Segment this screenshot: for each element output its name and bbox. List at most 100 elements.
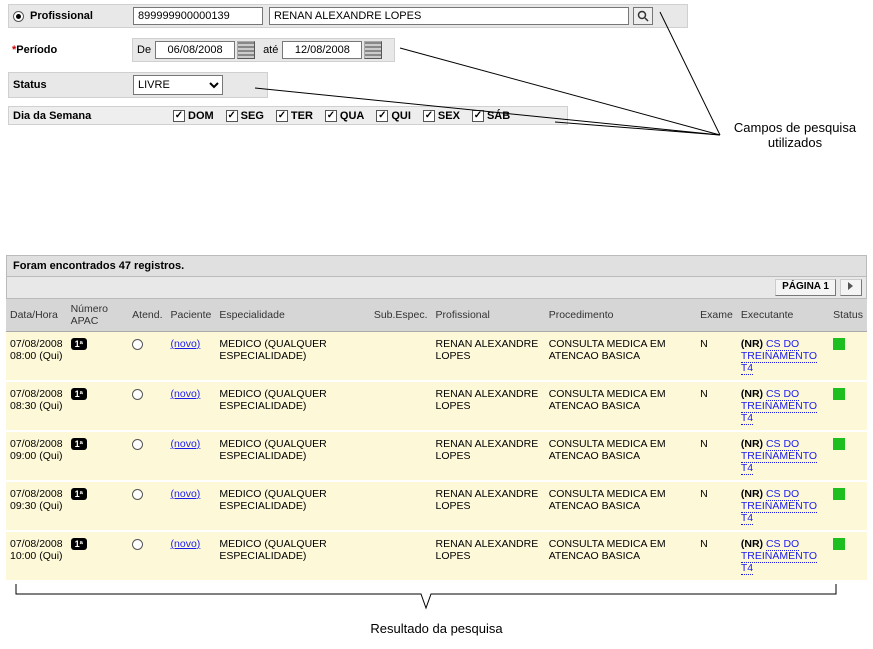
status-indicator [833, 538, 845, 550]
day-checkbox-dom[interactable]: ✓DOM [173, 110, 214, 122]
status-indicator [833, 388, 845, 400]
day-checkbox-ter[interactable]: ✓TER [276, 110, 313, 122]
status-indicator [833, 438, 845, 450]
col-header: Sub.Espec. [370, 299, 432, 332]
periodo-ate-label: até [263, 44, 278, 56]
cell-exame: N [696, 381, 737, 431]
bottom-brace [6, 582, 846, 612]
profissional-code-input[interactable] [133, 7, 263, 25]
cell-procedimento: CONSULTA MEDICA EM ATENCAO BASICA [545, 531, 696, 581]
date-to-input[interactable] [282, 41, 362, 59]
status-select[interactable]: LIVRE [133, 75, 223, 95]
cell-datetime: 07/08/200809:00 (Qui) [6, 431, 67, 481]
periodo-label: *Período [12, 44, 132, 56]
status-label: Status [13, 79, 133, 91]
cell-exame: N [696, 332, 737, 382]
filter-profissional-row: Profissional [8, 4, 688, 28]
cell-status [829, 381, 867, 431]
cell-executante[interactable]: (NR) CS DOTREINAMENTO T4 [737, 531, 829, 581]
results-count: Foram encontrados 47 registros. [6, 255, 867, 277]
badge-1a: 1ª [71, 388, 87, 400]
badge-1a: 1ª [71, 338, 87, 350]
cell-paciente[interactable]: (novo) [167, 481, 216, 531]
cell-procedimento: CONSULTA MEDICA EM ATENCAO BASICA [545, 332, 696, 382]
cell-executante[interactable]: (NR) CS DOTREINAMENTO T4 [737, 332, 829, 382]
cell-subesp [370, 431, 432, 481]
calendar-to-icon[interactable] [364, 41, 382, 59]
cell-paciente[interactable]: (novo) [167, 381, 216, 431]
col-header: Atend. [128, 299, 166, 332]
results-table: Data/HoraNúmero APACAtend.PacienteEspeci… [6, 299, 867, 582]
profissional-label: Profissional [30, 10, 93, 22]
cell-subesp [370, 381, 432, 431]
table-row: 07/08/200809:30 (Qui)1ª(novo)MEDICO (QUA… [6, 481, 867, 531]
col-header: Paciente [167, 299, 216, 332]
filter-periodo-row: *Período De até [8, 36, 865, 64]
cell-atend[interactable] [128, 481, 166, 531]
cell-paciente[interactable]: (novo) [167, 332, 216, 382]
link-novo: (novo) [171, 338, 201, 350]
cell-atend[interactable] [128, 332, 166, 382]
cell-paciente[interactable]: (novo) [167, 531, 216, 581]
page-indicator[interactable]: PÁGINA 1 [775, 279, 836, 296]
day-checkbox-seg[interactable]: ✓SEG [226, 110, 264, 122]
table-row: 07/08/200808:00 (Qui)1ª(novo)MEDICO (QUA… [6, 332, 867, 382]
badge-1a: 1ª [71, 488, 87, 500]
col-header: Especialidade [215, 299, 369, 332]
results-panel: Foram encontrados 47 registros. PÁGINA 1… [0, 249, 873, 642]
cell-profissional: RENAN ALEXANDRE LOPES [432, 531, 545, 581]
cell-profissional: RENAN ALEXANDRE LOPES [432, 431, 545, 481]
cell-status [829, 332, 867, 382]
cell-especialidade: MEDICO (QUALQUER ESPECIALIDADE) [215, 531, 369, 581]
col-header: Número APAC [67, 299, 129, 332]
cell-datetime: 07/08/200808:00 (Qui) [6, 332, 67, 382]
cell-especialidade: MEDICO (QUALQUER ESPECIALIDADE) [215, 381, 369, 431]
cell-executante[interactable]: (NR) CS DOTREINAMENTO T4 [737, 431, 829, 481]
day-checkbox-qua[interactable]: ✓QUA [325, 110, 364, 122]
col-header: Profissional [432, 299, 545, 332]
cell-status [829, 481, 867, 531]
table-row: 07/08/200809:00 (Qui)1ª (novo)MEDICO (QUA… [6, 431, 867, 481]
cell-apac: 1ª [67, 481, 129, 531]
profissional-name-input[interactable] [269, 7, 629, 25]
day-checkbox-qui[interactable]: ✓QUI [376, 110, 411, 122]
cell-especialidade: MEDICO (QUALQUER ESPECIALIDADE) [215, 481, 369, 531]
cell-atend[interactable] [128, 531, 166, 581]
pager-bar: PÁGINA 1 [6, 277, 867, 299]
annotation-bottom: Resultado da pesquisa [6, 621, 867, 636]
cell-exame: N [696, 531, 737, 581]
cell-apac: 1ª [67, 531, 129, 581]
status-indicator [833, 488, 845, 500]
periodo-de-label: De [137, 44, 151, 56]
calendar-from-icon[interactable] [237, 41, 255, 59]
table-row: 07/08/200808:30 (Qui) 1ª (novo)MEDICO (QUA… [6, 381, 867, 431]
cell-subesp [370, 481, 432, 531]
cell-subesp [370, 332, 432, 382]
cell-executante[interactable]: (NR) CS DOTREINAMENTO T4 [737, 381, 829, 431]
link-novo: (novo) [171, 538, 201, 550]
profissional-radio[interactable] [13, 11, 24, 22]
cell-apac: 1ª [67, 332, 129, 382]
cell-especialidade: MEDICO (QUALQUER ESPECIALIDADE) [215, 431, 369, 481]
search-icon[interactable] [633, 7, 653, 25]
day-checkbox-sáb[interactable]: ✓SÁB [472, 110, 510, 122]
cell-apac: 1ª [67, 431, 129, 481]
cell-datetime: 07/08/200808:30 (Qui) [6, 381, 67, 431]
cell-subesp [370, 531, 432, 581]
cell-procedimento: CONSULTA MEDICA EM ATENCAO BASICA [545, 431, 696, 481]
table-row: 07/08/200810:00 (Qui)1ª(novo)MEDICO (QUA… [6, 531, 867, 581]
cell-atend[interactable] [128, 431, 166, 481]
col-header: Executante [737, 299, 829, 332]
next-page-button[interactable] [840, 279, 862, 296]
cell-exame: N [696, 481, 737, 531]
cell-atend[interactable] [128, 381, 166, 431]
cell-procedimento: CONSULTA MEDICA EM ATENCAO BASICA [545, 481, 696, 531]
annotation-top: Campos de pesquisa utilizados [720, 120, 870, 150]
status-indicator [833, 338, 845, 350]
day-checkbox-sex[interactable]: ✓SEX [423, 110, 460, 122]
cell-paciente[interactable]: (novo) [167, 431, 216, 481]
link-novo: (novo) [171, 488, 201, 500]
date-from-input[interactable] [155, 41, 235, 59]
cell-profissional: RENAN ALEXANDRE LOPES [432, 381, 545, 431]
cell-executante[interactable]: (NR) CS DOTREINAMENTO T4 [737, 481, 829, 531]
